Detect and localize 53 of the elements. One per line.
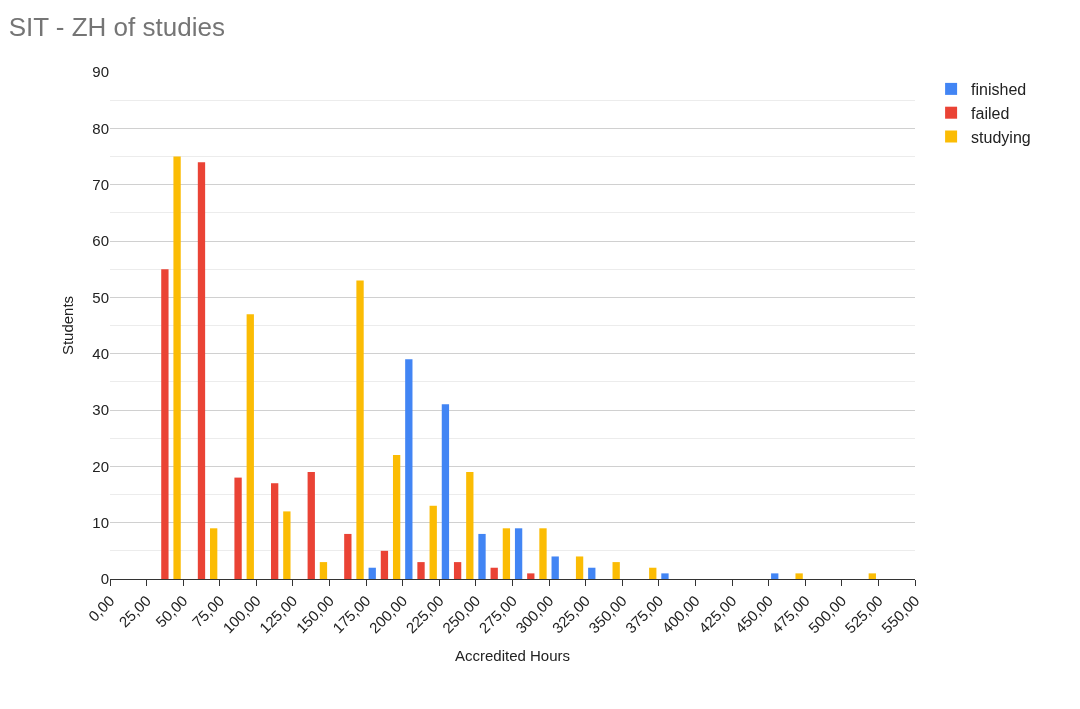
bar [795,573,803,579]
bar [539,528,547,579]
bar [588,567,596,579]
y-tick-label: 10 [92,513,109,531]
y-tick-label: 60 [92,232,109,250]
y-tick-label: 80 [92,119,109,137]
bar [466,471,474,579]
bar [405,359,413,579]
y-tick-label: 70 [92,175,109,193]
bar [319,562,328,579]
legend-label: failed [971,104,1010,122]
bar [490,567,498,579]
bar [514,528,523,579]
bar [417,562,425,579]
bar [368,567,376,579]
bar [441,404,450,579]
x-axis-title: Accredited Hours [454,647,571,665]
y-tick-label: 90 [92,63,109,81]
y-tick-label: 0 [100,570,109,588]
bar [356,280,364,579]
bar [307,471,315,579]
y-tick-label: 30 [92,401,109,419]
bar [502,528,511,579]
legend-label: finished [971,81,1027,99]
bar [173,156,181,579]
legend-label: studying [971,128,1031,146]
bar [478,533,486,579]
bar [392,455,401,579]
bar [246,314,254,579]
bar [380,550,389,579]
y-axis-title: Students [58,295,76,356]
bar [344,533,352,579]
bar [271,483,279,579]
bar [551,556,559,579]
y-tick-label: 20 [92,457,109,475]
bar [649,567,657,579]
bar [612,562,620,579]
bar [868,573,876,579]
bar [210,528,218,579]
bar [453,562,462,579]
bar [527,573,535,579]
bar [575,556,584,579]
bar [283,511,291,579]
y-tick-label: 40 [92,344,109,362]
bar [234,477,242,579]
x-tick-label: 0,00 [84,591,118,625]
bar [161,269,169,579]
bar [771,573,779,579]
bar [197,162,206,579]
bar [429,505,437,579]
y-tick-label: 50 [92,288,109,306]
bar [661,573,669,579]
chart-title: SIT - ZH of studies [8,11,225,42]
